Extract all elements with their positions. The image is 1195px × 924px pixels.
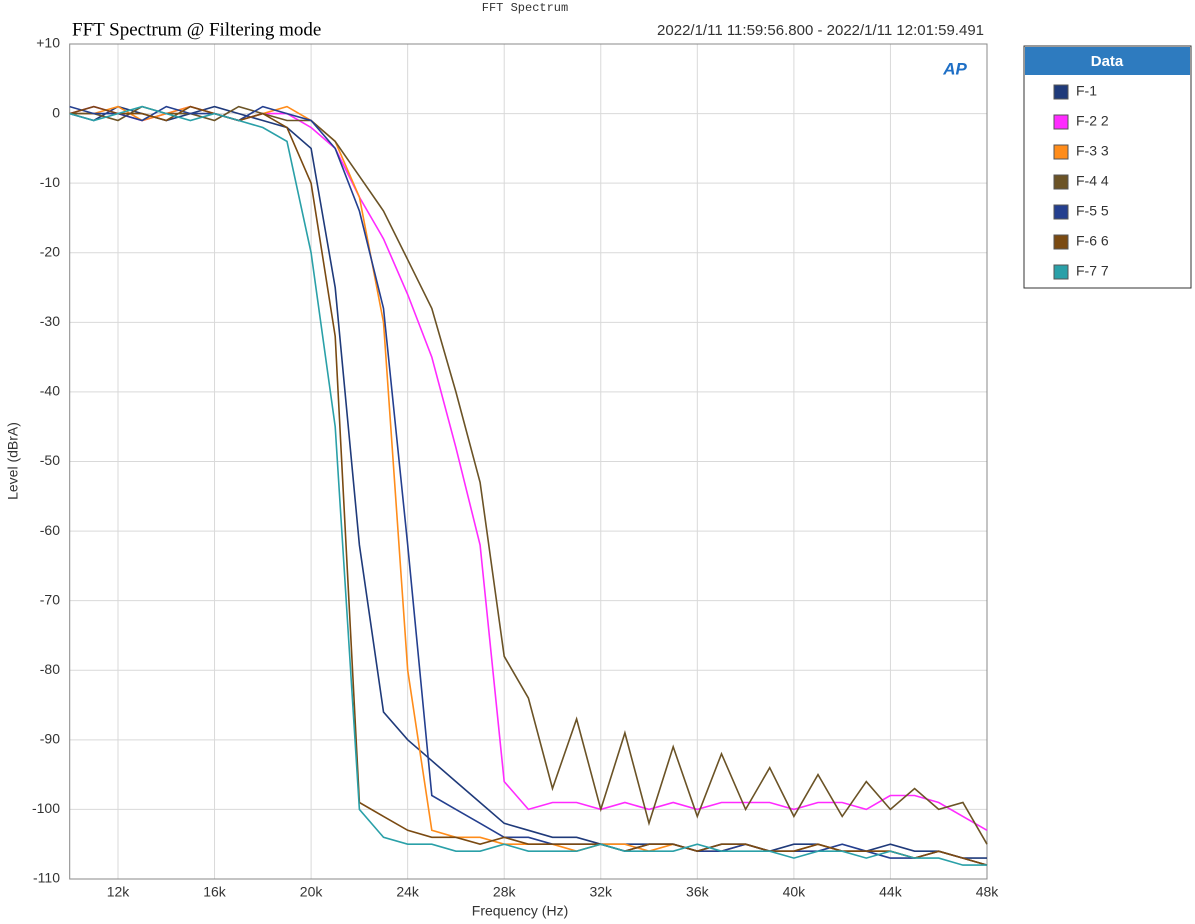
legend-swatch <box>1053 84 1069 100</box>
y-tick-label: -90 <box>40 731 60 747</box>
y-tick-label: -70 <box>40 591 60 607</box>
legend-swatch <box>1053 204 1069 220</box>
x-tick-label: 28k <box>493 884 517 900</box>
legend-label: F-1 <box>1076 83 1097 99</box>
legend-label: F-4 4 <box>1076 173 1109 189</box>
x-tick-label: 40k <box>783 884 807 900</box>
legend-label: F-6 6 <box>1076 233 1109 249</box>
legend-box <box>1023 45 1192 289</box>
legend-label: F-3 3 <box>1076 143 1109 159</box>
y-tick-label: -100 <box>32 800 60 816</box>
x-tick-label: 48k <box>976 884 1000 900</box>
legend-swatch <box>1053 144 1069 160</box>
legend-label: F-7 7 <box>1076 263 1109 279</box>
chart-title: FFT Spectrum @ Filtering mode <box>72 19 321 40</box>
series-line <box>69 105 988 831</box>
subtitle: 2022/1/11 11:59:56.800 - 2022/1/11 12:01… <box>657 22 984 39</box>
y-tick-label: -20 <box>40 243 60 259</box>
y-tick-label: -60 <box>40 522 60 538</box>
y-tick-label: -80 <box>40 661 60 677</box>
y-tick-label: -10 <box>40 174 60 190</box>
series-line <box>69 105 988 866</box>
series-line <box>69 105 988 845</box>
legend-label: F-5 5 <box>1076 203 1109 219</box>
y-tick-label: +10 <box>36 35 60 51</box>
x-tick-label: 12k <box>107 884 131 900</box>
x-tick-label: 32k <box>589 884 613 900</box>
legend-swatch <box>1053 234 1069 250</box>
y-tick-label: -40 <box>40 383 60 399</box>
plot-frame <box>69 43 988 880</box>
x-tick-label: 16k <box>203 884 227 900</box>
series-line <box>69 105 987 859</box>
y-tick-label: -50 <box>40 452 60 468</box>
x-axis-label: Frequency (Hz) <box>472 903 568 919</box>
series-line <box>69 105 987 866</box>
logo: AP <box>942 59 967 78</box>
y-tick-label: -110 <box>33 870 60 886</box>
legend-label: F-2 2 <box>1076 113 1109 129</box>
legend-header <box>1025 47 1190 75</box>
x-tick-label: 24k <box>396 884 420 900</box>
series-line <box>69 105 988 866</box>
x-tick-label: 44k <box>879 884 903 900</box>
header: FFT Spectrum <box>482 1 568 15</box>
legend-swatch <box>1053 114 1069 130</box>
x-tick-label: 36k <box>686 884 710 900</box>
y-tick-label: -30 <box>40 313 60 329</box>
x-tick-label: 20k <box>300 884 324 900</box>
legend-swatch <box>1053 174 1069 190</box>
y-tick-label: 0 <box>52 104 60 120</box>
series-line <box>69 105 988 866</box>
y-axis-label: Level (dBrA) <box>5 422 21 500</box>
legend-swatch <box>1053 264 1069 280</box>
legend-title: Data <box>1091 53 1124 70</box>
